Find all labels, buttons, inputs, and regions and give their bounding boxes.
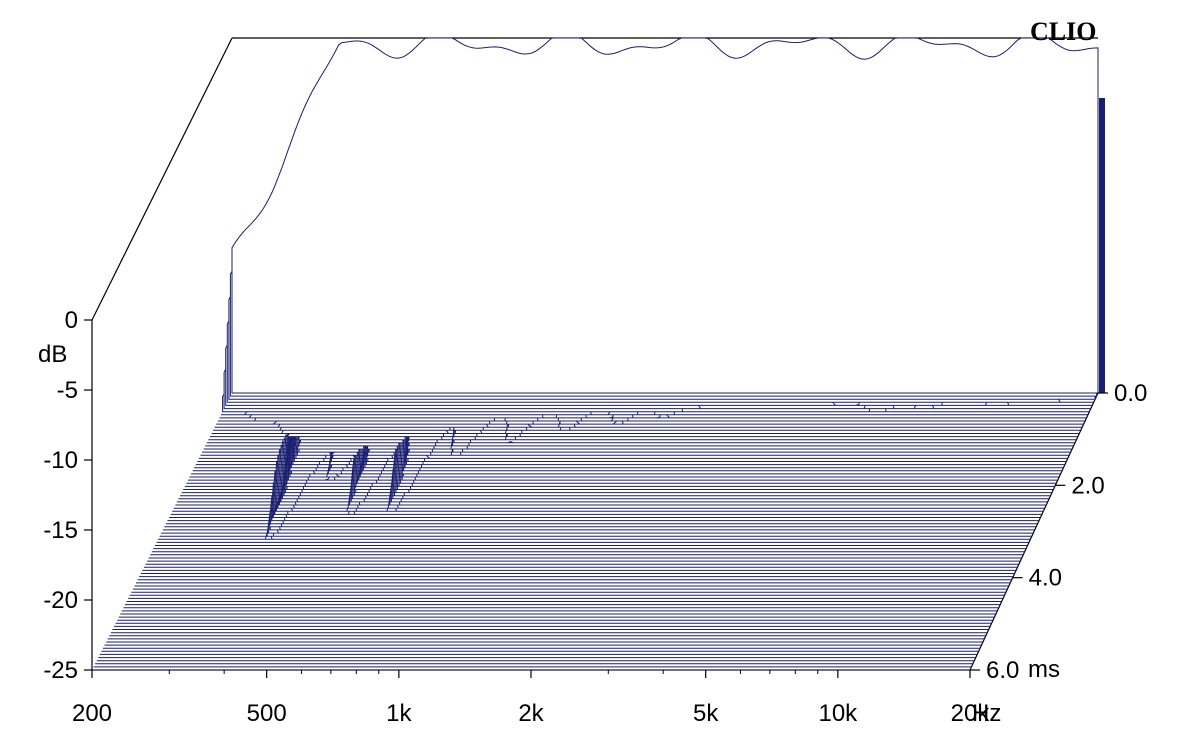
x-tick-label: 20k: [951, 700, 991, 727]
z-axis-ticks: 0.0 2.0 4.0 6.0: [970, 380, 1147, 684]
y-axis-ticks: 0 -5 -10 -15 -20 -25: [43, 307, 92, 684]
decay-trace: [170, 444, 1042, 515]
x-tick-label: 2k: [518, 700, 544, 727]
x-axis-unit-label: Hz: [972, 700, 1001, 727]
decay-trace: [162, 482, 1035, 531]
x-tick-label: 500: [247, 700, 287, 727]
x-tick-label: 10k: [818, 700, 858, 727]
z-tick-label: 6.0: [986, 657, 1019, 684]
decay-trace: [161, 495, 1034, 534]
frame-left-diagonal: [91, 37, 233, 321]
x-tick-label: 5k: [693, 700, 719, 727]
clio-logo-text: CLIO: [1030, 17, 1096, 46]
y-axis-unit-label: dB: [38, 341, 67, 368]
decay-trace: [172, 439, 1044, 512]
y-tick-label: -25: [43, 657, 78, 684]
z-tick-label: 2.0: [1071, 472, 1104, 499]
x-axis-ticks: 200 500 1k 2k 5k 10k 20k: [72, 670, 990, 727]
y-tick-label: -10: [43, 447, 78, 474]
y-tick-label: -20: [43, 587, 78, 614]
decay-trace: [164, 470, 1037, 528]
z-tick-label: 4.0: [1029, 565, 1062, 592]
decay-trace: [167, 454, 1039, 522]
y-tick-label: -15: [43, 517, 78, 544]
decay-traces: [92, 37, 1105, 671]
decay-trace: [159, 510, 1032, 537]
decay-trace: [158, 525, 1031, 540]
x-tick-label: 1k: [386, 700, 412, 727]
decay-trace: [231, 37, 1099, 394]
y-tick-label: -5: [57, 377, 78, 404]
decay-trace: [165, 461, 1038, 525]
z-tick-label: 0.0: [1114, 380, 1147, 407]
decay-trace: [169, 448, 1041, 518]
frame-right-diagonal: [969, 392, 1099, 671]
y-tick-label: 0: [65, 307, 78, 334]
z-axis-unit-label: ms: [1028, 656, 1060, 683]
x-tick-label: 200: [72, 700, 112, 727]
